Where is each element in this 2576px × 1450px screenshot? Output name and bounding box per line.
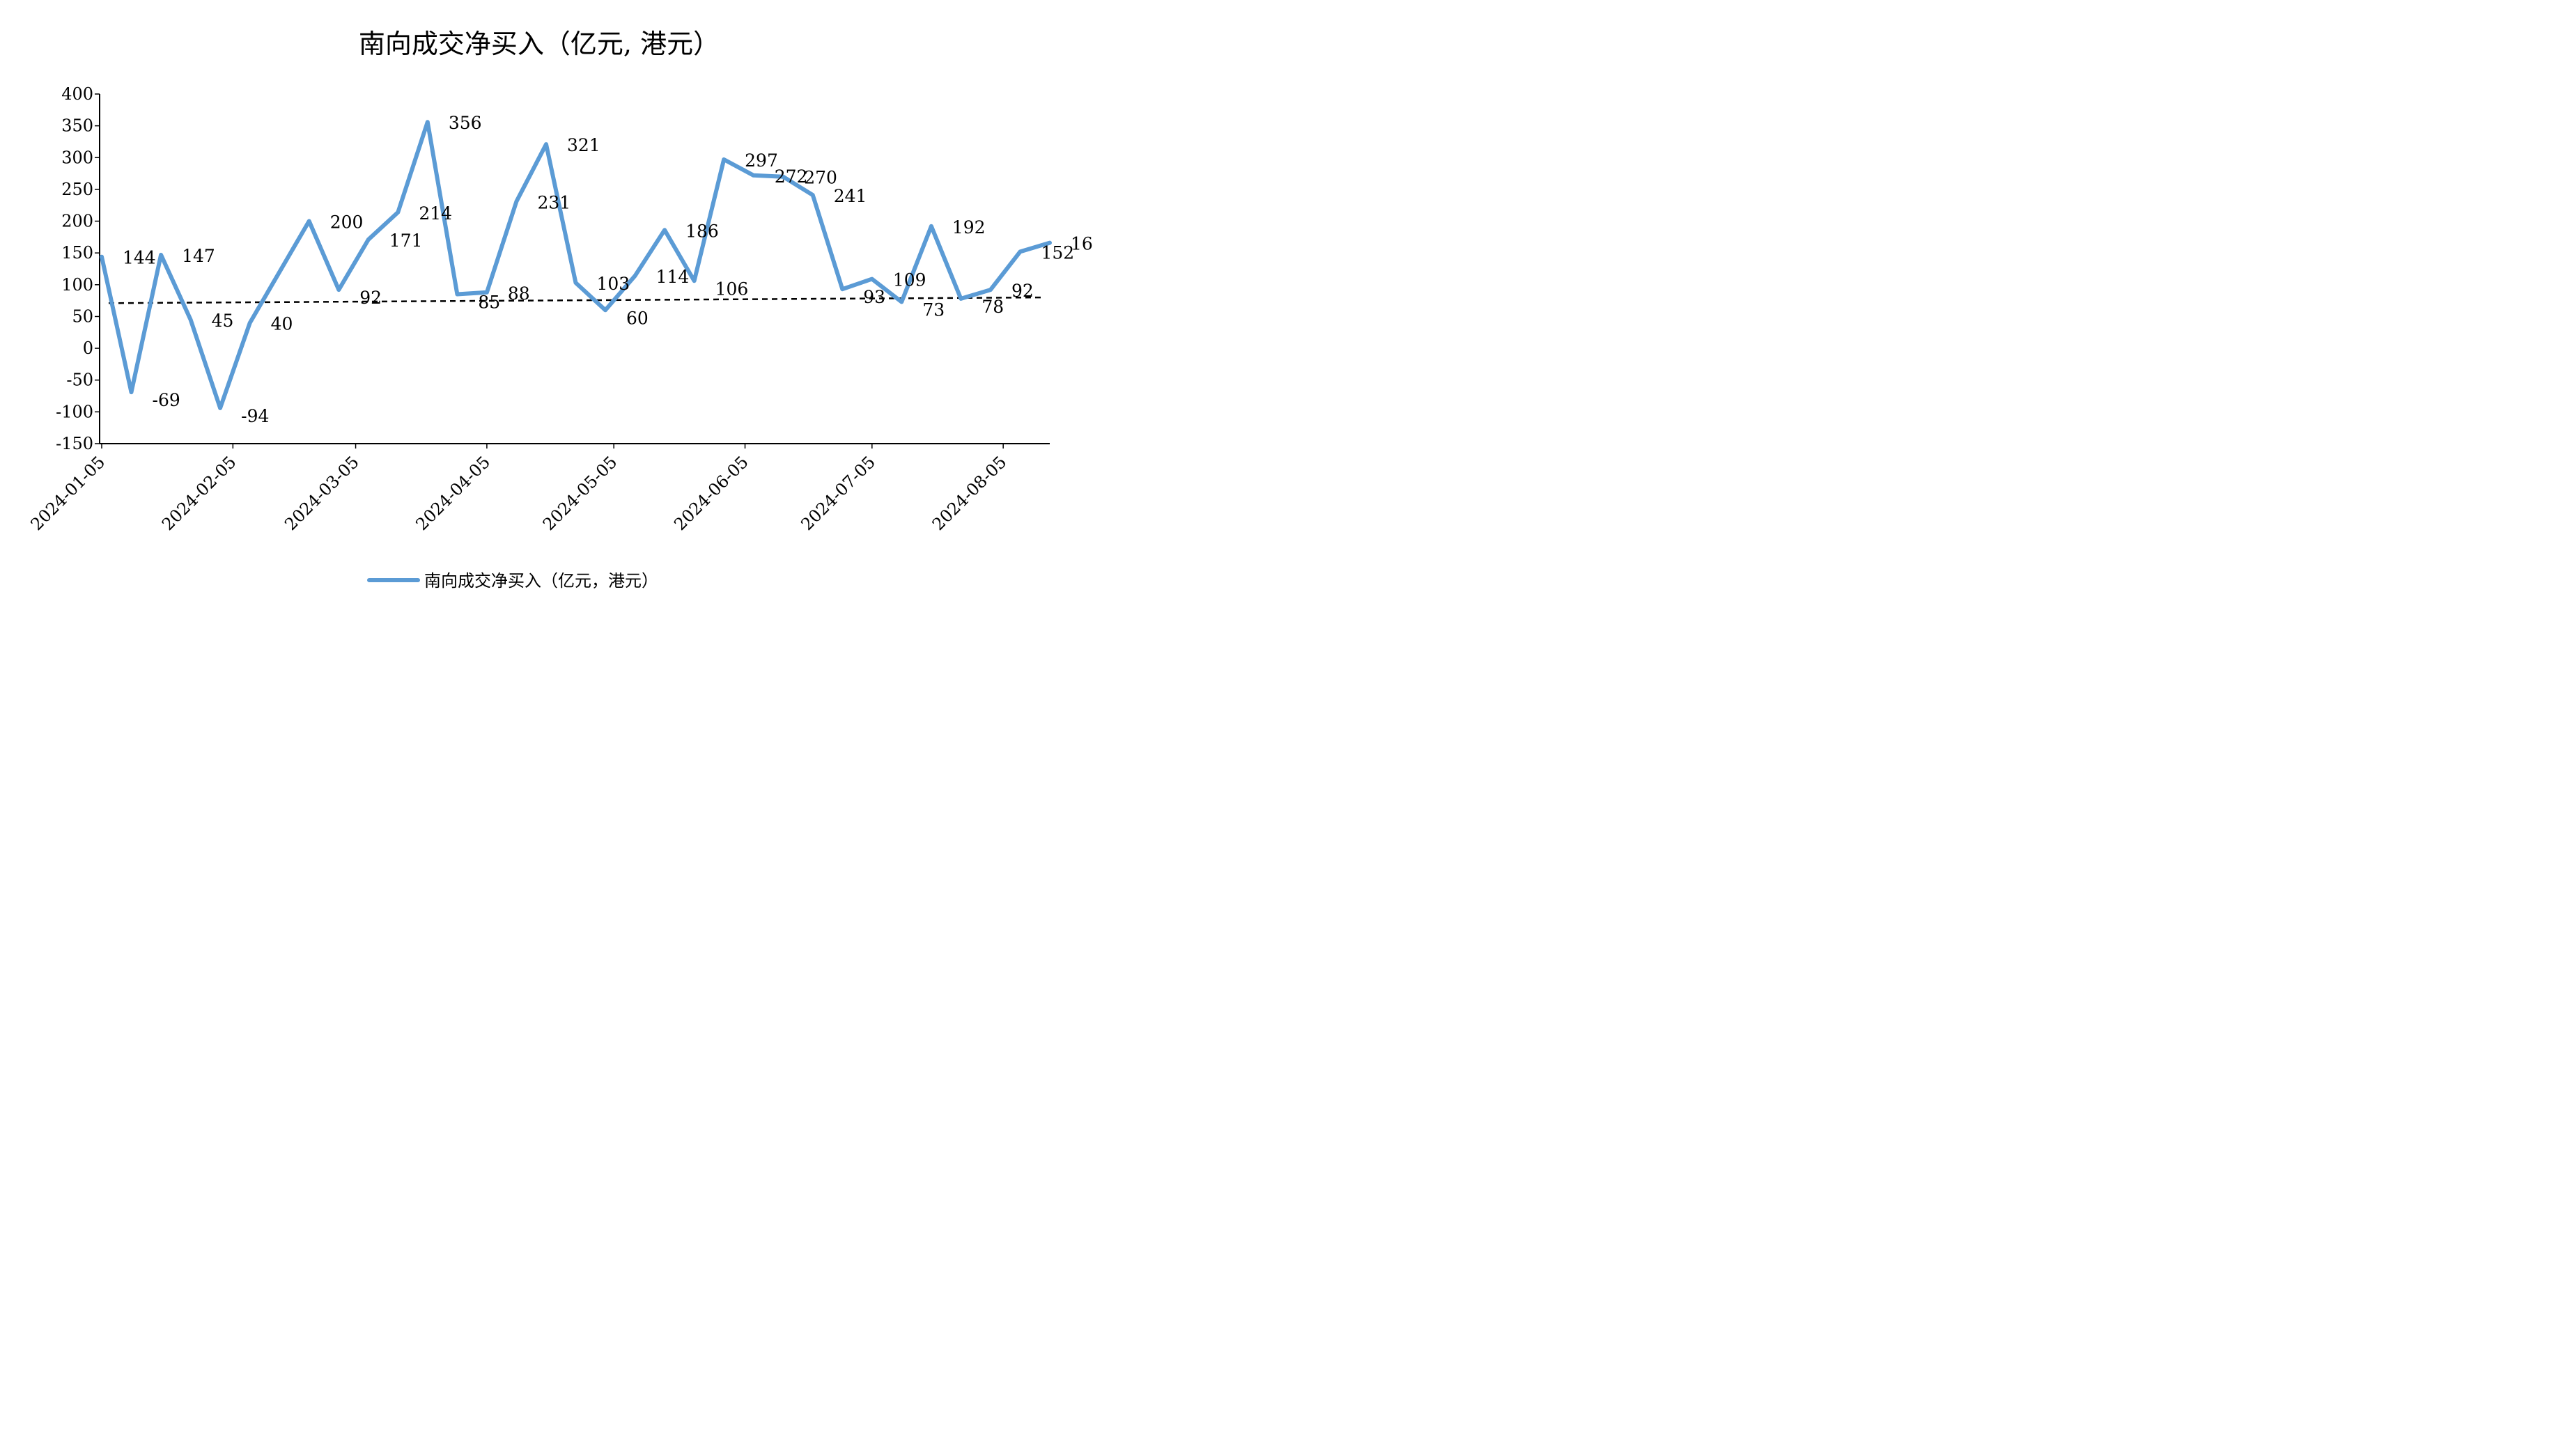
data-label: 45 (212, 311, 234, 331)
y-tick-label: 100 (61, 275, 93, 295)
data-label: 60 (626, 308, 649, 328)
data-label: 85 (478, 293, 500, 313)
x-tick-label: 2024-06-05 (670, 452, 752, 534)
data-label: 272 (775, 166, 808, 187)
y-tick-label: 150 (61, 243, 93, 263)
x-tick-label: 2024-05-05 (539, 452, 621, 534)
x-tick-label: 2024-01-05 (27, 452, 109, 534)
data-label: 144 (123, 248, 156, 268)
y-tick-label: 0 (83, 338, 93, 358)
series-layer (100, 120, 1052, 410)
data-label: 152 (1041, 242, 1074, 263)
y-tick-label: 50 (72, 306, 93, 326)
legend: 南向成交净买入（亿元，港元） (367, 571, 658, 591)
y-axis: 400 350 300 250 200 150 100 50 0 -50 -100 -150 (56, 84, 100, 453)
y-tick-label: 250 (61, 180, 93, 199)
x-tick-label: 2024-04-05 (412, 452, 495, 534)
data-label: 241 (834, 186, 867, 206)
x-tick-label: 2024-08-05 (929, 452, 1011, 534)
data-label: 73 (922, 299, 945, 320)
data-label: 200 (330, 212, 364, 233)
data-labels: 144 -69 147 45 -94 40 200 92 171 214 356 85 88 231 321… (123, 113, 1092, 426)
data-label: 171 (389, 231, 423, 251)
y-tick-label: 300 (61, 148, 93, 167)
data-label: 192 (952, 217, 986, 237)
data-label: 114 (656, 267, 690, 287)
data-label: -94 (241, 406, 269, 426)
data-label: 297 (745, 150, 778, 171)
data-label: 40 (271, 314, 293, 334)
data-label: 166 (1071, 234, 1092, 254)
data-label: -69 (153, 390, 180, 410)
x-tick-label: 2024-02-05 (158, 452, 240, 534)
y-tick-label: 400 (61, 84, 93, 104)
data-label: 214 (419, 203, 452, 224)
data-label: 88 (508, 283, 530, 304)
chart-canvas: 南向成交净买入（亿元, 港元） 400 350 300 250 200 150 100 50 0… (27, 29, 1092, 591)
data-label: 270 (804, 168, 837, 188)
y-tick-label: -100 (56, 402, 93, 421)
data-label: 92 (1011, 281, 1034, 301)
y-tick-label: -150 (56, 434, 93, 453)
y-tick-label: 200 (61, 212, 93, 231)
x-tick-label: 2024-03-05 (281, 452, 363, 534)
x-axis: 2024-01-05 2024-02-05 2024-03-05 2024-04-05… (27, 443, 1050, 534)
data-label: 231 (537, 192, 571, 212)
chart-title: 南向成交净买入（亿元, 港元） (359, 29, 720, 59)
y-tick-label: -50 (66, 371, 93, 390)
series-line (100, 120, 1052, 410)
data-label: 92 (359, 288, 382, 308)
data-label: 147 (182, 246, 215, 266)
data-label: 103 (597, 274, 630, 294)
data-label: 321 (567, 135, 600, 155)
y-tick-label: 350 (61, 116, 93, 136)
data-label: 106 (715, 279, 749, 299)
data-label: 356 (449, 113, 482, 133)
data-label: 93 (863, 287, 885, 307)
data-label: 109 (893, 270, 926, 290)
x-tick-label: 2024-07-05 (797, 452, 879, 534)
data-label: 186 (685, 221, 719, 241)
data-label: 78 (981, 297, 1004, 317)
legend-label: 南向成交净买入（亿元，港元） (424, 571, 658, 591)
